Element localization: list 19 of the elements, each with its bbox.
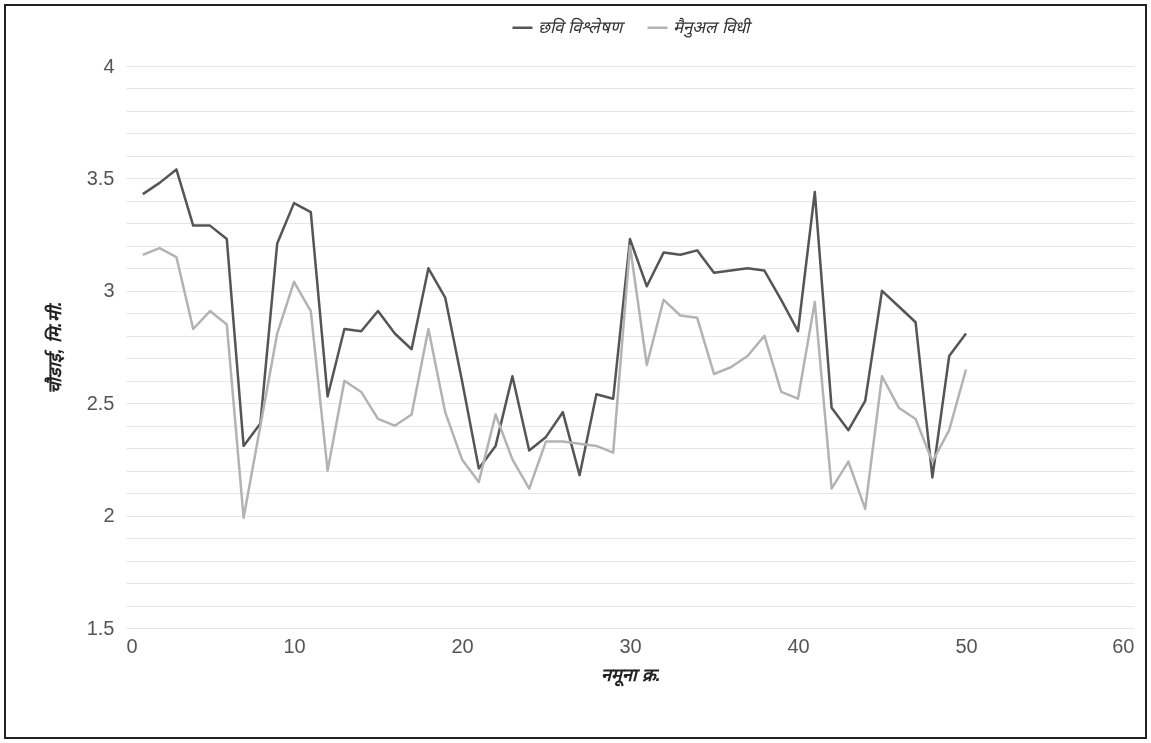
x-tick-label: 10 xyxy=(283,634,306,657)
y-tick-label: 3.5 xyxy=(86,166,115,189)
y-tick-label: 4 xyxy=(103,54,115,77)
x-tick-label: 40 xyxy=(787,634,810,657)
x-tick-label: 20 xyxy=(451,634,474,657)
x-tick-label: 50 xyxy=(955,634,978,657)
line-series xyxy=(141,244,968,520)
legend-label: मैनुअल विधी xyxy=(673,16,753,38)
x-tick-label: 30 xyxy=(619,634,642,657)
x-tick-label: 60 xyxy=(1112,634,1135,657)
x-tick-label: 0 xyxy=(126,634,138,657)
legend-label: छवि विश्लेषण xyxy=(538,16,626,37)
y-axis-title: चौडाई, मि.मी. xyxy=(43,301,65,394)
y-tick-label: 2 xyxy=(103,504,115,527)
y-tick-label: 3 xyxy=(103,279,115,302)
y-tick-label: 2.5 xyxy=(86,391,115,414)
x-axis-title: नमूना क्र. xyxy=(600,664,661,687)
y-tick-label: 1.5 xyxy=(86,616,115,639)
line-series xyxy=(141,168,968,479)
